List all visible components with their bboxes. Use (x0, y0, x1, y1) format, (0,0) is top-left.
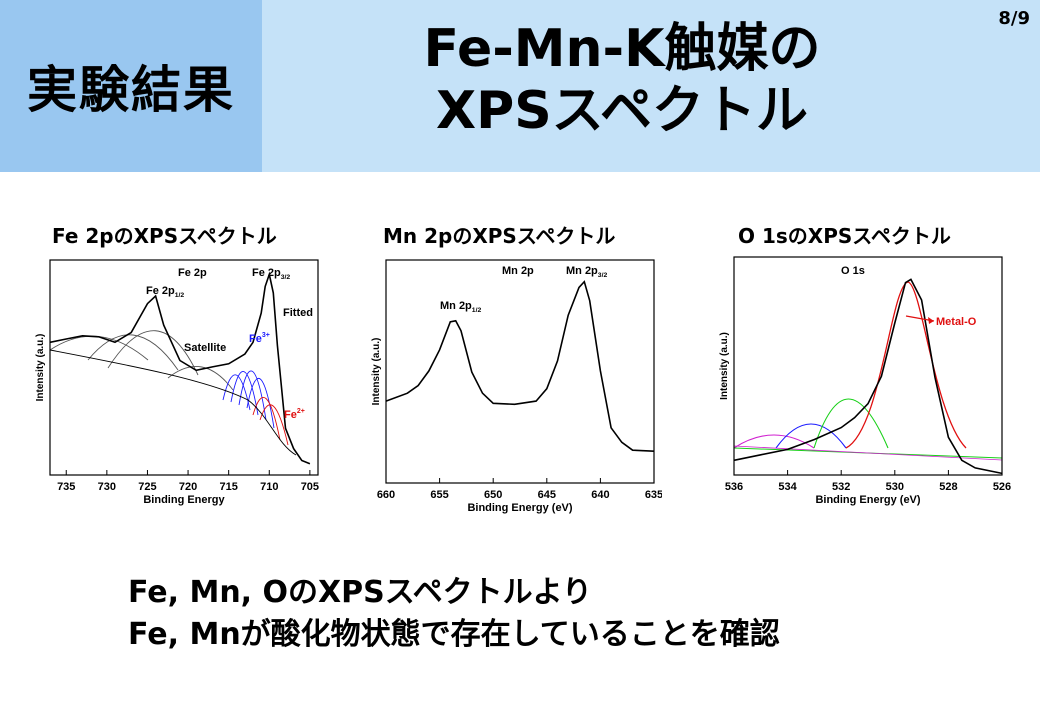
mn-chart-title: Mn 2pのXPSスペクトル (383, 224, 616, 248)
o-xaxis-label: Binding Energy (eV) (815, 494, 920, 506)
o-xtick-label: 528 (939, 481, 957, 493)
o-metal-o-label: Metal-O (936, 316, 977, 328)
o-metal-o-arrowhead (928, 317, 934, 324)
o-xtick-label: 536 (725, 481, 743, 493)
mn-xtick-label: 635 (645, 489, 662, 501)
conclusion-line2: Fe, Mnが酸化物状態で存在していることを確認 (128, 617, 780, 652)
fe-3plus-peak-3 (238, 370, 267, 421)
o-peak-blue (775, 423, 847, 449)
o-xps-chart: 536 534 532 530 528 526 Binding Energy (eV) Int… (719, 256, 1011, 506)
o-xtick-label: 526 (993, 481, 1011, 493)
fe-fit-peaks (49, 330, 297, 456)
conclusion-line1: Fe, Mn, OのXPSスペクトルより (128, 575, 593, 610)
page-number: 8/9 (998, 8, 1030, 29)
conclusion-text: Fe, Mn, OのXPSスペクトルより Fe, Mnが酸化物状態で存在している… (128, 572, 780, 656)
mn-xps-chart: 660 655 650 645 640 635 Binding Energy (eV) Int… (371, 259, 662, 514)
o-xtick-label: 532 (832, 481, 850, 493)
fe-3plus-label: Fe3+ (249, 332, 270, 345)
fe-xtick-label: 735 (57, 481, 75, 493)
fe-xtick-label: 730 (98, 481, 116, 493)
fe-yaxis-label: Intensity (a.u.) (35, 334, 46, 402)
fe-satellite-label: Satellite (184, 342, 226, 354)
fe-baseline (49, 349, 297, 456)
mn-plot-frame (385, 259, 655, 484)
fe-2p-label: Fe 2p (178, 267, 207, 279)
fe-xtick-label: 705 (301, 481, 319, 493)
mn-xtick-label: 660 (377, 489, 395, 501)
o-peak-magenta (733, 434, 815, 449)
fe-3plus-peak-1 (222, 374, 251, 411)
fe-xtick-label: 725 (138, 481, 156, 493)
mn-yaxis-label: Intensity (a.u.) (371, 338, 382, 406)
mn-xtick-label: 650 (484, 489, 502, 501)
mn-xtick-label: 645 (538, 489, 556, 501)
slide-title: Fe-Mn-K触媒の XPSスペクトル (262, 18, 982, 142)
o-peak-green (813, 398, 889, 449)
fe-xtick-label: 710 (260, 481, 278, 493)
fe-xtick-label: 715 (219, 481, 237, 493)
fe-2p12-peak-2 (107, 330, 199, 376)
fe-3plus-peak-2 (230, 371, 259, 416)
fe-fitted-label: Fitted (283, 307, 313, 319)
mn-spectrum-line (385, 280, 655, 452)
header-left-band (0, 0, 262, 172)
slide-title-line1: Fe-Mn-K触媒の (423, 19, 821, 79)
fe-spectrum-line (49, 271, 311, 465)
mn-2p32-label: Mn 2p3/2 (566, 265, 607, 279)
fe-xaxis-label: Binding Energy (143, 494, 225, 506)
fe-chart-title: Fe 2pのXPSスペクトル (52, 224, 277, 248)
fe-xtick-label: 720 (179, 481, 197, 493)
o-xtick-label: 530 (886, 481, 904, 493)
fe-xps-chart: 735 730 725 720 715 710 705 Binding Energy Inten… (35, 259, 319, 506)
fe-2p32-label: Fe 2p3/2 (252, 267, 290, 281)
o-plot-frame (733, 256, 1003, 476)
o-yaxis-label: Intensity (a.u.) (719, 332, 730, 400)
o-spectrum-line (733, 278, 1003, 475)
fe-3plus-peak-4 (246, 377, 275, 429)
mn-xtick-label: 655 (430, 489, 448, 501)
o-fit-peaks (733, 281, 1003, 461)
o-xtick-label: 534 (778, 481, 797, 493)
fe-2p12-label: Fe 2p1/2 (146, 285, 184, 299)
fe-satellite-peak-2 (167, 366, 234, 391)
fe-plot-frame (49, 259, 319, 476)
mn-2p12-label: Mn 2p1/2 (440, 300, 481, 314)
fe-2plus-label: Fe2+ (284, 408, 305, 421)
o-chart-title: O 1sのXPSスペクトル (738, 224, 951, 248)
o-peak-red-metal-o (845, 281, 967, 449)
fe-2plus-peak-2 (259, 404, 289, 446)
o-baseline-magenta (733, 445, 1003, 461)
slide-title-line2: XPSスペクトル (435, 81, 808, 141)
mn-xaxis-label: Binding Energy (eV) (467, 502, 572, 514)
o-1s-label: O 1s (841, 265, 865, 277)
mn-xtick-label: 640 (591, 489, 609, 501)
fe-2p12-peak-1 (87, 334, 179, 371)
mn-2p-label: Mn 2p (502, 265, 534, 277)
section-label: 実験結果 (27, 61, 235, 119)
header-right-band (262, 0, 1040, 172)
